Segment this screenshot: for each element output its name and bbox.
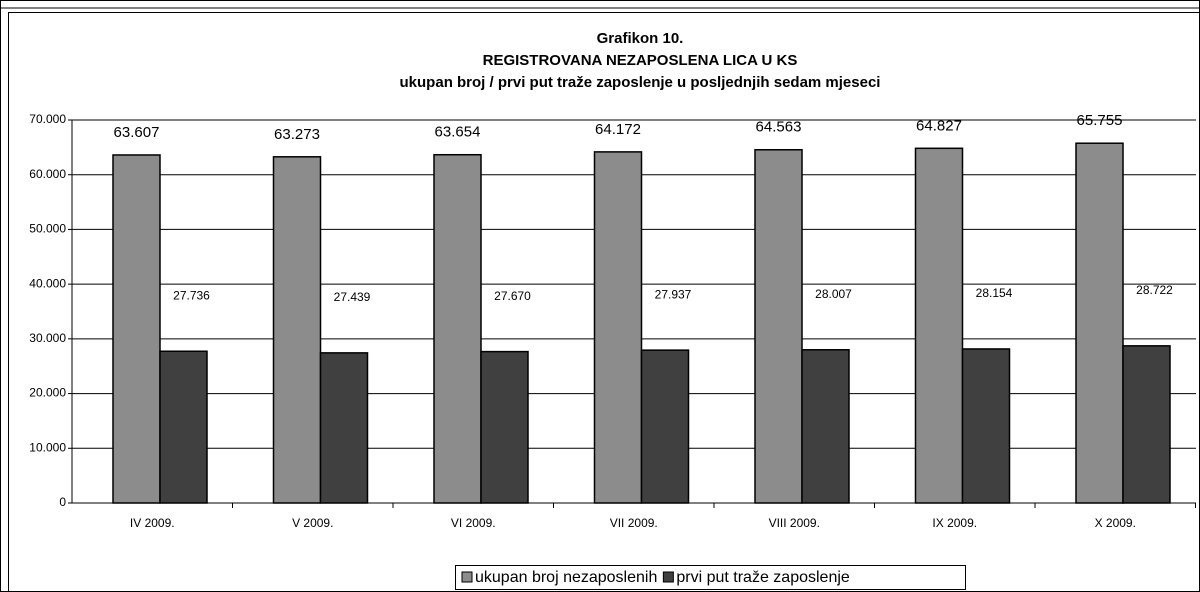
bar <box>640 349 690 504</box>
bar <box>480 350 529 504</box>
value-label: 64.563 <box>756 119 802 136</box>
y-tick-label: 50.000 <box>29 222 66 236</box>
bar <box>961 348 1011 504</box>
x-tick-label: V 2009. <box>292 516 333 530</box>
bar <box>754 148 803 504</box>
bar <box>914 147 964 504</box>
y-tick-label: 30.000 <box>29 331 66 345</box>
x-tick-label: VIII 2009. <box>769 516 820 530</box>
chart-frame <box>8 12 1200 592</box>
value-label: 27.937 <box>655 287 692 301</box>
value-label: 64.827 <box>916 117 962 134</box>
value-label: 63.607 <box>114 124 160 141</box>
value-label: 27.439 <box>334 290 371 304</box>
value-label: 27.736 <box>173 288 210 302</box>
legend-label: prvi put traže zaposlenje <box>676 569 850 586</box>
bar <box>319 352 369 504</box>
x-tick-label: IV 2009. <box>130 516 175 530</box>
y-tick-label: 10.000 <box>29 440 66 454</box>
bar <box>112 154 161 504</box>
top-frame <box>0 0 1200 9</box>
value-label: 27.670 <box>494 289 531 303</box>
y-tick-label: 40.000 <box>29 276 66 290</box>
legend-swatch <box>461 571 473 583</box>
y-tick-label: 20.000 <box>29 386 66 400</box>
chart-subtitle: ukupan broj / prvi put traže zaposlenje … <box>400 74 881 91</box>
y-tick-label: 70.000 <box>29 112 66 126</box>
value-label: 28.722 <box>1136 283 1173 297</box>
value-label: 28.154 <box>976 286 1013 300</box>
value-label: 65.755 <box>1077 112 1123 129</box>
bar <box>159 350 208 504</box>
value-label: 64.172 <box>595 121 641 138</box>
bar <box>272 156 322 504</box>
y-tick-label: 0 <box>59 495 66 509</box>
x-tick-label: VII 2009. <box>610 516 658 530</box>
value-label: 63.273 <box>274 126 320 143</box>
bar <box>801 349 850 504</box>
legend-swatch <box>662 571 674 583</box>
bar <box>593 151 643 504</box>
value-label: 63.654 <box>435 124 481 141</box>
chart-title: Grafikon 10. <box>597 30 684 47</box>
legend-box <box>455 565 966 590</box>
legend-label: ukupan broj nezaposlenih <box>475 569 657 586</box>
x-tick-label: IX 2009. <box>932 516 977 530</box>
value-label: 28.007 <box>815 287 852 301</box>
chart-subtitle: REGISTROVANA NEZAPOSLENA LICA U KS <box>483 52 798 69</box>
x-tick-label: X 2009. <box>1095 516 1136 530</box>
bar <box>433 153 482 504</box>
bar <box>1122 345 1171 504</box>
y-tick-label: 60.000 <box>29 167 66 181</box>
bar <box>1075 142 1124 504</box>
x-tick-label: VI 2009. <box>451 516 496 530</box>
